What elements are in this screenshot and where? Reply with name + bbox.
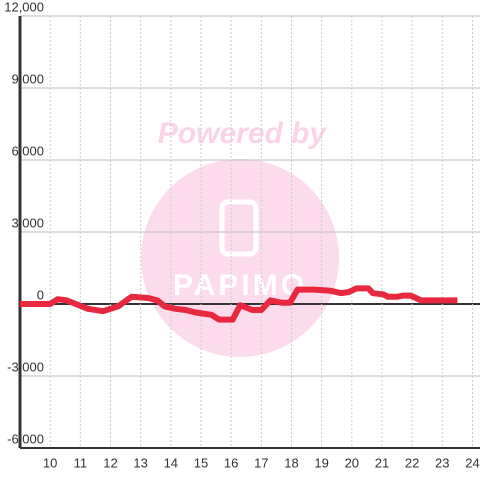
- watermark-circle: [141, 159, 339, 357]
- x-tick-label: 15: [194, 455, 208, 470]
- y-tick-label: -3,000: [7, 359, 44, 374]
- x-tick-label: 22: [405, 455, 419, 470]
- y-tick-label: -6,000: [7, 431, 44, 446]
- x-tick-label: 24: [465, 455, 479, 470]
- y-tick-label: 12,000: [4, 0, 44, 14]
- y-tick-label: 6,000: [11, 143, 44, 158]
- x-tick-label: 16: [224, 455, 238, 470]
- x-tick-label: 18: [284, 455, 298, 470]
- x-tick-label: 11: [74, 455, 88, 470]
- y-tick-label: 3,000: [11, 215, 44, 230]
- x-tick-label: 19: [314, 455, 328, 470]
- y-tick-label: 0: [37, 287, 44, 302]
- y-tick-label: 9,000: [11, 71, 44, 86]
- watermark-icon: [219, 199, 259, 257]
- x-tick-label: 17: [254, 455, 268, 470]
- x-tick-label: 23: [435, 455, 449, 470]
- x-tick-label: 14: [164, 455, 178, 470]
- x-tick-label: 21: [375, 455, 389, 470]
- x-tick-label: 12: [103, 455, 117, 470]
- watermark-logo: PAPIMO: [173, 269, 307, 302]
- data-line: [20, 285, 458, 323]
- x-tick-label: 20: [345, 455, 359, 470]
- watermark-text: Powered by: [158, 117, 328, 150]
- x-tick-label: 10: [43, 455, 57, 470]
- x-tick-label: 13: [133, 455, 147, 470]
